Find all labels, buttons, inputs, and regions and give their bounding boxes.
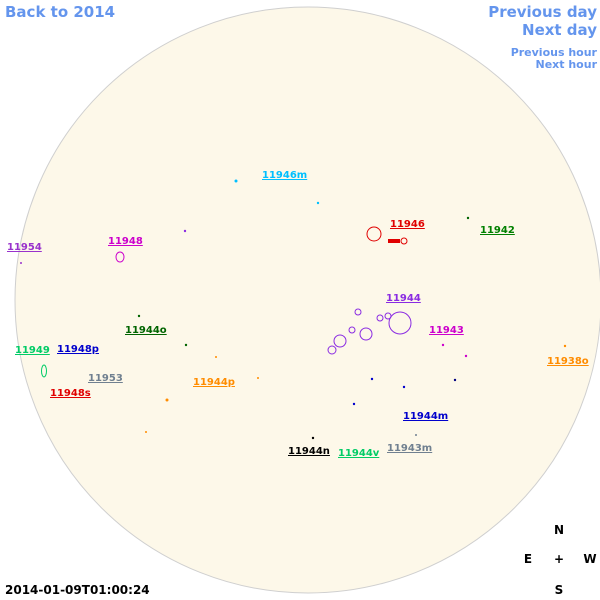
sunspot — [348, 326, 356, 334]
sunspot — [184, 343, 188, 347]
sunspot — [453, 378, 457, 382]
compass-north: N — [554, 523, 564, 537]
region-label[interactable]: 11948s — [50, 388, 91, 399]
region-label[interactable]: 11944n — [288, 446, 330, 457]
region-label[interactable]: 11944m — [403, 411, 448, 422]
sunspots — [20, 179, 567, 440]
region-label[interactable]: 11944o — [125, 325, 167, 336]
sunspot — [370, 377, 374, 381]
sunspot — [183, 229, 187, 233]
sunspot — [359, 327, 373, 341]
sunspot — [402, 385, 406, 389]
sunspot — [464, 354, 468, 358]
region-label[interactable]: 11944v — [338, 448, 380, 459]
sunspot — [466, 216, 470, 220]
next-hour-link[interactable]: Next hour — [536, 58, 598, 71]
compass: N E + W S — [524, 523, 597, 597]
sunspot — [41, 364, 47, 378]
region-label[interactable]: 11948p — [57, 344, 99, 355]
region-labels: 11946m 11946 11942 11954 11948 11944 119… — [7, 170, 589, 459]
sunspot — [376, 314, 384, 322]
sunspot — [145, 431, 147, 433]
solar-disk — [14, 6, 600, 594]
region-label[interactable]: 11946 — [390, 219, 425, 230]
sunspot — [257, 377, 259, 379]
region-label[interactable]: 11953 — [88, 373, 123, 384]
previous-day-link[interactable]: Previous day — [488, 3, 597, 21]
region-label[interactable]: 11949 — [15, 345, 50, 356]
region-label[interactable]: 11946m — [262, 170, 307, 181]
sunspot — [388, 311, 412, 335]
previous-hour-link[interactable]: Previous hour — [511, 46, 598, 59]
region-label[interactable]: 11943 — [429, 325, 464, 336]
sunspot — [352, 402, 356, 406]
region-label[interactable]: 11944p — [193, 377, 235, 388]
sunspot — [388, 239, 400, 243]
sunspot — [311, 436, 315, 440]
region-label[interactable]: 11954 — [7, 242, 42, 253]
next-day-link[interactable]: Next day — [522, 21, 597, 39]
region-label[interactable]: 11943m — [387, 443, 432, 454]
compass-south: S — [555, 583, 564, 597]
sunspot — [215, 356, 217, 358]
sunspot — [333, 334, 347, 348]
region-label[interactable]: 11942 — [480, 225, 515, 236]
sunspot — [400, 237, 408, 245]
sunspot — [354, 308, 362, 316]
timestamp: 2014-01-09T01:00:24 — [5, 583, 150, 597]
sunspot — [20, 262, 22, 264]
sunspot — [316, 201, 320, 205]
region-label[interactable]: 11944 — [386, 293, 421, 304]
sunspot — [137, 314, 141, 318]
region-label[interactable]: 11938o — [547, 356, 589, 367]
sunspot — [563, 344, 567, 348]
compass-east: E — [524, 552, 532, 566]
sunspot — [384, 312, 392, 320]
sunspot — [441, 343, 445, 347]
back-link[interactable]: Back to 2014 — [5, 3, 115, 21]
sunspot — [115, 251, 125, 263]
sunspot — [234, 179, 238, 183]
sunspot — [415, 434, 417, 436]
sunspot — [366, 226, 382, 242]
sunspot — [165, 398, 169, 402]
region-label[interactable]: 11948 — [108, 236, 143, 247]
compass-center: + — [554, 552, 564, 566]
compass-west: W — [583, 552, 596, 566]
sunspot — [327, 345, 337, 355]
